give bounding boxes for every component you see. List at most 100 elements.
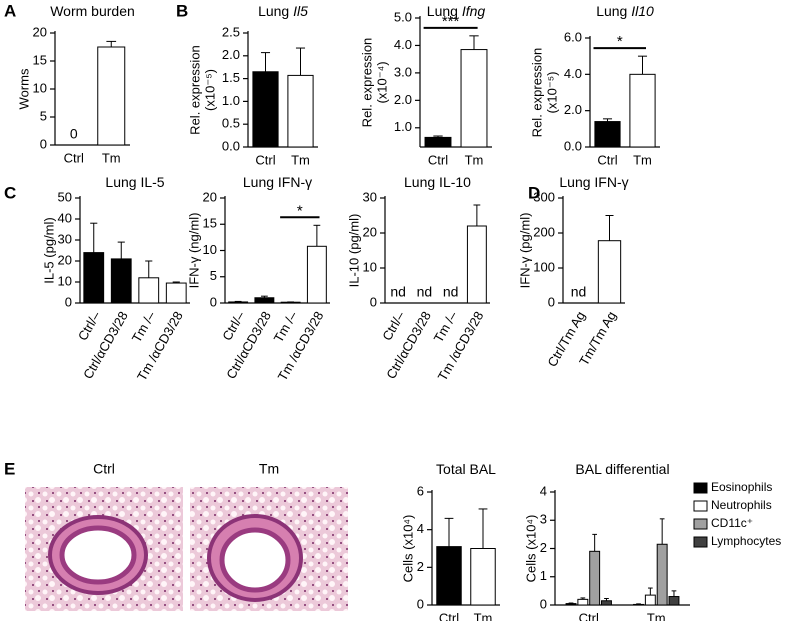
y-tick-label: 4: [417, 521, 424, 536]
error-bar: [637, 55, 648, 75]
y-tick-label: 0: [40, 136, 47, 151]
y-tick-label: 1.5: [222, 70, 240, 85]
chart-title: Lung Ifng: [427, 3, 486, 19]
x-tick-label: Tm: [633, 152, 652, 167]
y-axis-label: Rel. expression: [529, 48, 544, 138]
chart-title: Worm burden: [50, 3, 135, 19]
y-tick-label: 15: [33, 52, 47, 67]
bar: [424, 136, 452, 148]
error-bar: [580, 597, 586, 600]
y-tick-label: 300: [533, 189, 555, 204]
error-bar: [478, 508, 488, 549]
title-text: Lung IL-5: [105, 174, 164, 190]
bar: [228, 301, 249, 304]
bar: [594, 121, 621, 148]
chart-title: Lung IL-10: [404, 174, 471, 190]
bar: [668, 596, 680, 606]
y-tick-label: 1: [540, 568, 547, 583]
x-tick-label: Ctrl: [579, 610, 599, 621]
bar: [589, 550, 601, 606]
bar: [97, 46, 126, 146]
x-tick-label: Ctrl: [597, 152, 617, 167]
y-axis-label: Cells (x10⁴): [400, 515, 415, 583]
y-tick-label: 0: [210, 294, 217, 309]
y-tick-label: 0.0: [564, 138, 582, 153]
title-gene: Il5: [293, 3, 308, 19]
error-bar: [671, 590, 677, 597]
error-bar: [106, 40, 117, 47]
bar: [287, 74, 314, 148]
x-tick-label: Tm: [474, 610, 493, 621]
error-bar: [444, 517, 454, 547]
bar: [165, 282, 187, 304]
title-text: Lung: [596, 3, 627, 19]
x-tick-label: Ctrl: [439, 610, 459, 621]
y-axis-label: Rel. expression: [359, 38, 374, 128]
y-tick-label: 20: [33, 24, 47, 39]
y-tick-label: 100: [533, 259, 555, 274]
bar: [597, 240, 622, 304]
legend-label: CD11c⁺: [711, 516, 753, 530]
x-tick-label: Ctrl/–: [75, 308, 104, 343]
y-tick-label: 0.0: [222, 138, 240, 153]
y-axis-label: Cells (x10⁴): [523, 515, 538, 583]
chart-title: Lung Il5: [258, 3, 308, 19]
chart-title: Lung IFN-γ: [559, 174, 628, 190]
y-tick-label: 6.0: [564, 29, 582, 44]
image-label: Tm: [259, 461, 279, 477]
panel-label: D: [528, 183, 540, 202]
y-tick-label: 6: [417, 483, 424, 498]
bar: [633, 603, 644, 606]
bar: [252, 71, 279, 148]
panel-label: C: [4, 183, 16, 202]
y-tick-label: 4.0: [394, 37, 412, 52]
significance-label: ***: [442, 13, 460, 30]
image-label: Ctrl: [93, 461, 115, 477]
y-tick-label: 2.0: [394, 92, 412, 107]
y-tick-label: 20: [363, 224, 377, 239]
y-tick-label: 0.5: [222, 116, 240, 131]
chart-title: Lung Il10: [596, 3, 654, 19]
y-axis-label: IL-5 (pg/ml): [41, 217, 56, 283]
bar: [306, 245, 327, 304]
chart-title: Lung IFN-γ: [243, 174, 312, 190]
chart-title: Lung IL-5: [105, 174, 164, 190]
y-tick-label: 1.0: [222, 93, 240, 108]
legend-swatch: [693, 536, 708, 548]
error-bar: [117, 241, 125, 259]
error-bar: [605, 215, 614, 241]
error-bar: [592, 533, 598, 552]
bar: [656, 543, 668, 606]
bar: [110, 258, 132, 304]
error-bar: [604, 598, 609, 601]
y-axis-label: IFN-γ (pg/ml): [517, 213, 532, 289]
y-tick-label: 10: [203, 242, 217, 257]
bar: [565, 603, 577, 606]
error-bar: [295, 47, 306, 76]
title-text: Total BAL: [436, 461, 496, 477]
y-tick-label: 0: [417, 596, 424, 611]
y-tick-label: 4.0: [564, 66, 582, 81]
y-tick-label: 5: [210, 268, 217, 283]
y-tick-label: 50: [58, 189, 72, 204]
y-axis-label: (x10⁻⁵): [544, 72, 559, 114]
x-tick-label: Tm: [647, 610, 666, 621]
significance-label: *: [297, 202, 303, 219]
error-bar: [313, 224, 321, 247]
micrograph-ctrl: [25, 487, 183, 611]
y-tick-label: 0: [65, 294, 72, 309]
bar: [254, 297, 275, 304]
x-tick-label: Ctrl: [255, 152, 275, 167]
chart-title: Total BAL: [436, 461, 496, 477]
x-tick-label: Tm: [102, 150, 121, 165]
x-tick-label: Tm: [465, 152, 484, 167]
bar: [577, 598, 589, 606]
y-tick-label: 10: [58, 273, 72, 288]
error-bar: [433, 135, 443, 138]
y-tick-label: 30: [363, 189, 377, 204]
error-bar: [234, 300, 242, 302]
error-bar: [469, 35, 479, 50]
error-bar: [172, 281, 180, 284]
value-label: nd: [390, 284, 406, 300]
